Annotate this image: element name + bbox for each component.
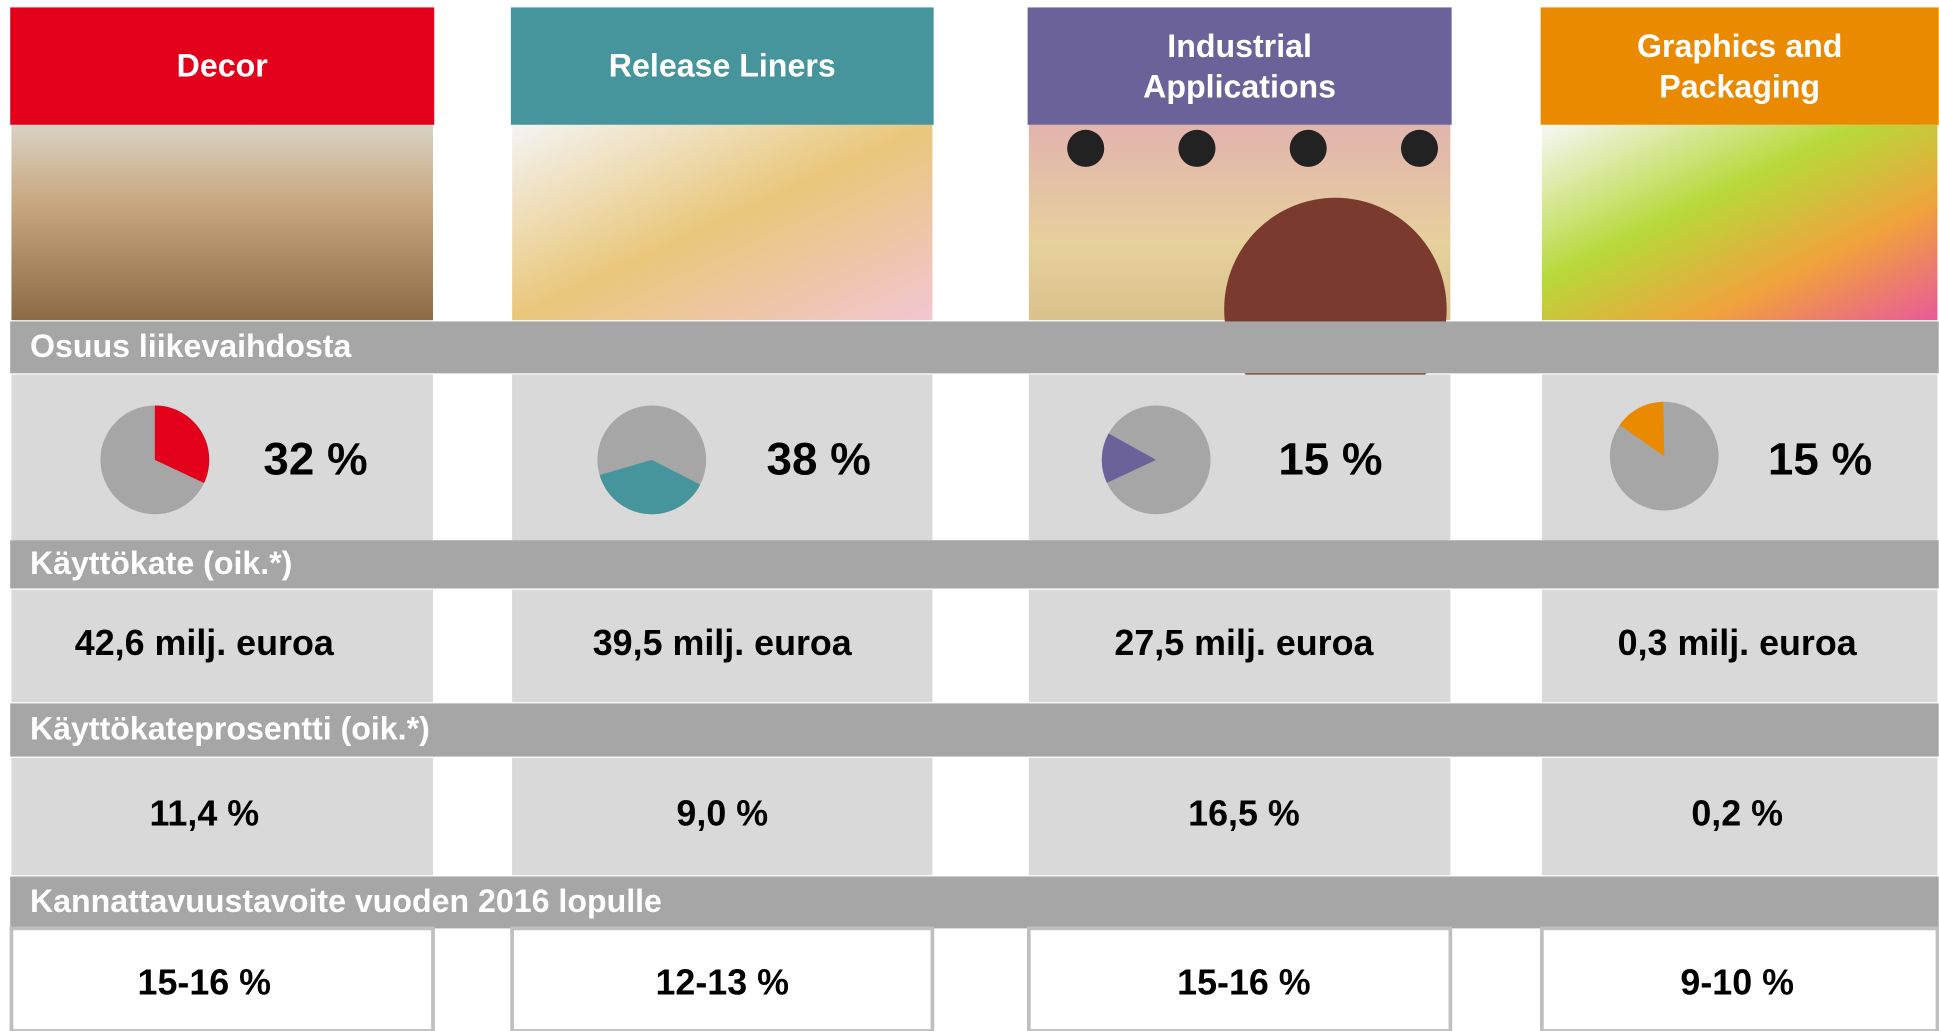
cell <box>512 374 933 541</box>
cell <box>1541 589 1938 703</box>
cell <box>512 589 933 703</box>
segment-image <box>1541 124 1938 321</box>
ebitda-value: 27,5 milj. euroa <box>1114 623 1374 663</box>
ebitda-pct-value: 11,4 % <box>149 793 259 833</box>
segment-header <box>10 7 435 125</box>
cell <box>9 926 435 1031</box>
row-header-bar <box>10 540 1939 589</box>
segment-image <box>512 124 933 321</box>
ebitda-value: 39,5 milj. euroa <box>593 623 853 663</box>
share-label: 32 % <box>263 433 367 484</box>
cell <box>512 757 933 876</box>
cell <box>1026 926 1453 1031</box>
segment-header <box>1540 7 1939 125</box>
cell <box>510 926 935 1031</box>
cell <box>11 589 433 703</box>
segment-name: Graphics and Packaging <box>1636 26 1843 105</box>
row-header: Käyttökate (oik.*) <box>30 545 292 581</box>
segment-name: Release Liners <box>608 46 836 85</box>
share-label: 38 % <box>767 433 871 484</box>
cell <box>11 757 433 876</box>
cell <box>1540 926 1939 1031</box>
ebitda-value: 0,3 milj. euroa <box>1618 623 1858 663</box>
image-detail <box>1178 129 1216 167</box>
row-header: Kannattavuustavoite vuoden 2016 lopulle <box>30 883 662 919</box>
segment-image <box>11 124 433 321</box>
cell <box>1028 374 1451 541</box>
pie-rest <box>1101 405 1211 515</box>
cell <box>1028 757 1451 876</box>
row-header: Käyttökateprosentti (oik.*) <box>30 711 430 747</box>
row-header-bar <box>10 703 1939 757</box>
segment-header-label: Release Liners <box>608 46 836 85</box>
segment-name: Industrial Applications <box>1143 26 1337 105</box>
row-header: Osuus liikevaihdosta <box>30 328 352 364</box>
share-label: 15 % <box>1278 433 1382 484</box>
segment-header <box>1027 7 1452 125</box>
share-label: 15 % <box>1768 433 1872 484</box>
target-value: 9-10 % <box>1680 963 1794 1003</box>
ebitda-pct-value: 9,0 % <box>676 793 768 833</box>
pie-slice <box>1619 401 1665 457</box>
cell <box>1028 589 1451 703</box>
ebitda-pct-value: 16,5 % <box>1188 793 1300 833</box>
pie-slice <box>154 405 210 484</box>
pie-slice <box>599 459 701 515</box>
segment-header-label: Industrial Applications <box>1143 26 1337 105</box>
pie-slice <box>1101 433 1157 483</box>
target-value: 12-13 % <box>656 963 790 1003</box>
segment-header-label: Decor <box>176 46 268 85</box>
row-header-bar <box>10 876 1939 929</box>
ebitda-pct-value: 0,2 % <box>1691 793 1783 833</box>
segment-header-label: Graphics and Packaging <box>1636 26 1843 105</box>
segment-header <box>510 7 934 125</box>
cell <box>1541 757 1938 876</box>
image-detail <box>1289 129 1327 167</box>
segment-name: Decor <box>176 46 268 85</box>
image-detail <box>1067 129 1105 167</box>
ebitda-value: 42,6 milj. euroa <box>75 623 335 663</box>
row-header-bar <box>10 321 1939 374</box>
target-value: 15-16 % <box>138 963 272 1003</box>
image-detail <box>1400 129 1439 167</box>
target-value: 15-16 % <box>1177 963 1311 1003</box>
cell <box>11 374 433 541</box>
cell <box>1541 374 1938 541</box>
